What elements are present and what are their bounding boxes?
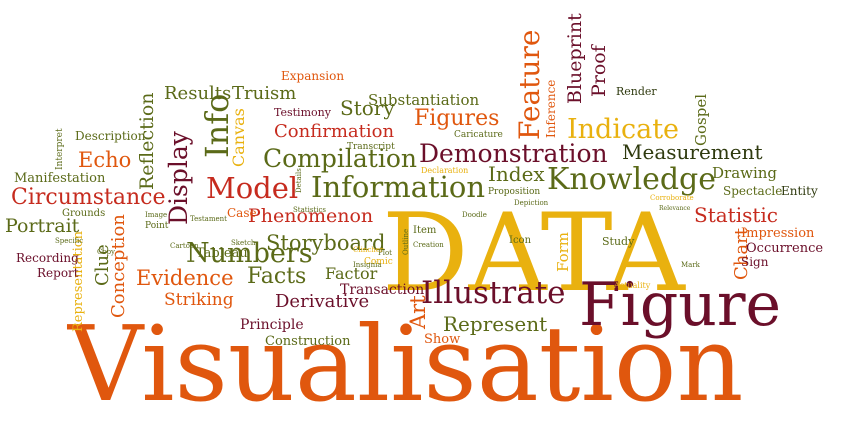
word-portrait: Portrait: [5, 215, 80, 237]
word-derivative: Derivative: [275, 291, 370, 312]
word-visualisation: Visualisation: [68, 303, 744, 425]
word-statistics: Statistics: [293, 206, 326, 214]
word-canvas: Canvas: [229, 108, 248, 167]
word-item: Item: [413, 225, 437, 236]
word-model: Model: [206, 171, 299, 205]
word-icon: Icon: [509, 235, 532, 246]
word-relevance: Relevance: [659, 205, 691, 212]
word-caricature: Caricature: [454, 130, 503, 140]
word-point: Point: [145, 221, 169, 231]
word-story: Story: [340, 96, 395, 120]
word-numbers: Numbers: [186, 238, 313, 269]
word-recording: Recording: [16, 251, 79, 265]
word-form: Form: [554, 231, 572, 272]
word-statistic: Statistic: [694, 203, 778, 227]
word-substantiation: Substantiation: [368, 91, 480, 109]
word-art: Art: [406, 295, 430, 329]
word-testament: Testament: [190, 215, 227, 223]
word-demonstration: Demonstration: [419, 139, 608, 168]
word-proof: Proof: [588, 45, 610, 97]
word-spectacle: Spectacle: [723, 184, 783, 198]
word-proposition: Proposition: [488, 187, 541, 197]
word-gospel: Gospel: [692, 94, 710, 146]
word-case: Case: [227, 206, 257, 220]
word-depiction: Depiction: [514, 199, 549, 207]
word-description: Description: [75, 129, 146, 143]
word-manifestation: Manifestation: [14, 171, 106, 186]
word-phenomenon: Phenomenon: [248, 205, 374, 227]
word-impression: Impression: [741, 226, 815, 241]
word-figures: Figures: [414, 106, 500, 131]
word-creation: Creation: [413, 241, 444, 249]
word-compilation: Compilation: [263, 144, 417, 173]
word-show: Show: [424, 332, 461, 347]
word-image: Image: [145, 211, 168, 219]
word-echo: Echo: [78, 148, 132, 172]
word-declaration: Declaration: [421, 166, 469, 175]
word-transaction: Transaction: [340, 282, 425, 298]
word-results: Results: [164, 83, 232, 104]
word-plot: Plot: [378, 249, 392, 257]
word-representation: Representation: [71, 230, 86, 332]
word-facts: Facts: [247, 264, 307, 289]
word-expansion: Expansion: [281, 69, 345, 83]
word-tableau: Tableau: [196, 246, 248, 261]
word-information: Information: [311, 170, 486, 204]
word-grounds: Grounds: [62, 208, 106, 219]
word-drawing: Drawing: [712, 164, 778, 182]
word-details: Details: [295, 168, 303, 193]
word-specific: Specific: [55, 237, 84, 245]
word-cartoon: Cartoon: [170, 242, 199, 250]
word-figure: Figure: [579, 270, 782, 340]
word-inference: Inference: [544, 79, 558, 138]
word-sketch: Sketch: [231, 239, 256, 247]
word-actuality: Actuality: [614, 281, 651, 290]
word-striking: Striking: [164, 290, 234, 310]
word-transcript: Transcript: [347, 142, 395, 152]
word-mark: Mark: [681, 261, 700, 269]
word-evidence: Evidence: [136, 266, 234, 290]
word-insignia: Insignia: [353, 261, 382, 269]
word-doodle: Doodle: [462, 211, 487, 219]
word-storyboard: Storyboard: [266, 231, 386, 255]
word-confirmation: Confirmation: [274, 121, 395, 142]
word-render: Render: [616, 85, 657, 98]
word-circumstance: Circumstance: [11, 185, 166, 210]
word-testimony: Testimony: [274, 106, 331, 119]
word-data: DATA: [382, 191, 685, 316]
word-entity: Entity: [781, 184, 818, 198]
word-knowledge: Knowledge: [547, 162, 716, 197]
word-outline: Outline: [402, 228, 410, 255]
word-clincher: Clincher: [353, 246, 384, 254]
word-copy: Copy: [97, 248, 116, 256]
word-blueprint: Blueprint: [564, 13, 586, 104]
word-comic: Comic: [364, 257, 393, 267]
word-report: Report: [37, 266, 79, 280]
word-construction: Construction: [265, 334, 351, 349]
word-truism: Truism: [232, 83, 297, 104]
word-occurrence: Occurrence: [746, 241, 824, 256]
word-study: Study: [602, 235, 635, 248]
word-corroborate: Corroborate: [650, 194, 694, 202]
word-measurement: Measurement: [622, 140, 763, 164]
word-interpret: Interpret: [55, 128, 65, 170]
word-illustrate: Illustrate: [421, 275, 566, 311]
word-display: Display: [164, 131, 193, 225]
word-feature: Feature: [513, 29, 546, 140]
word-sign: Sign: [741, 255, 769, 269]
word-indicate: Indicate: [567, 114, 680, 145]
word-factor: Factor: [325, 264, 378, 283]
word-index: Index: [488, 162, 545, 186]
word-represent: Represent: [443, 312, 548, 336]
word-principle: Principle: [240, 317, 304, 333]
